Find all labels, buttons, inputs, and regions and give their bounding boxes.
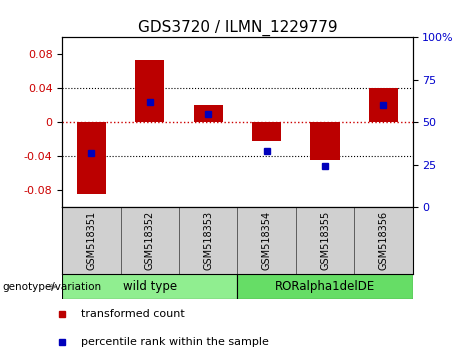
Text: GSM518356: GSM518356 bbox=[378, 210, 389, 270]
Bar bbox=[310, 122, 340, 160]
Text: genotype/variation: genotype/variation bbox=[2, 282, 101, 292]
Bar bbox=[237, 207, 296, 274]
Bar bbox=[369, 88, 398, 122]
Text: RORalpha1delDE: RORalpha1delDE bbox=[275, 280, 375, 293]
Bar bbox=[121, 207, 179, 274]
Text: GSM518351: GSM518351 bbox=[86, 210, 96, 270]
Text: GSM518354: GSM518354 bbox=[261, 210, 272, 270]
Text: wild type: wild type bbox=[123, 280, 177, 293]
Bar bbox=[194, 105, 223, 122]
Text: GSM518353: GSM518353 bbox=[203, 210, 213, 270]
Bar bbox=[179, 207, 237, 274]
Text: GSM518352: GSM518352 bbox=[145, 210, 155, 270]
Title: GDS3720 / ILMN_1229779: GDS3720 / ILMN_1229779 bbox=[137, 19, 337, 36]
Bar bbox=[62, 207, 121, 274]
Text: GSM518355: GSM518355 bbox=[320, 210, 330, 270]
Text: percentile rank within the sample: percentile rank within the sample bbox=[81, 337, 269, 347]
Bar bbox=[252, 122, 281, 141]
Bar bbox=[135, 60, 165, 122]
Bar bbox=[237, 274, 413, 299]
Bar bbox=[77, 122, 106, 194]
Bar bbox=[62, 274, 237, 299]
Bar bbox=[296, 207, 354, 274]
Bar bbox=[354, 207, 413, 274]
Text: transformed count: transformed count bbox=[81, 309, 184, 320]
